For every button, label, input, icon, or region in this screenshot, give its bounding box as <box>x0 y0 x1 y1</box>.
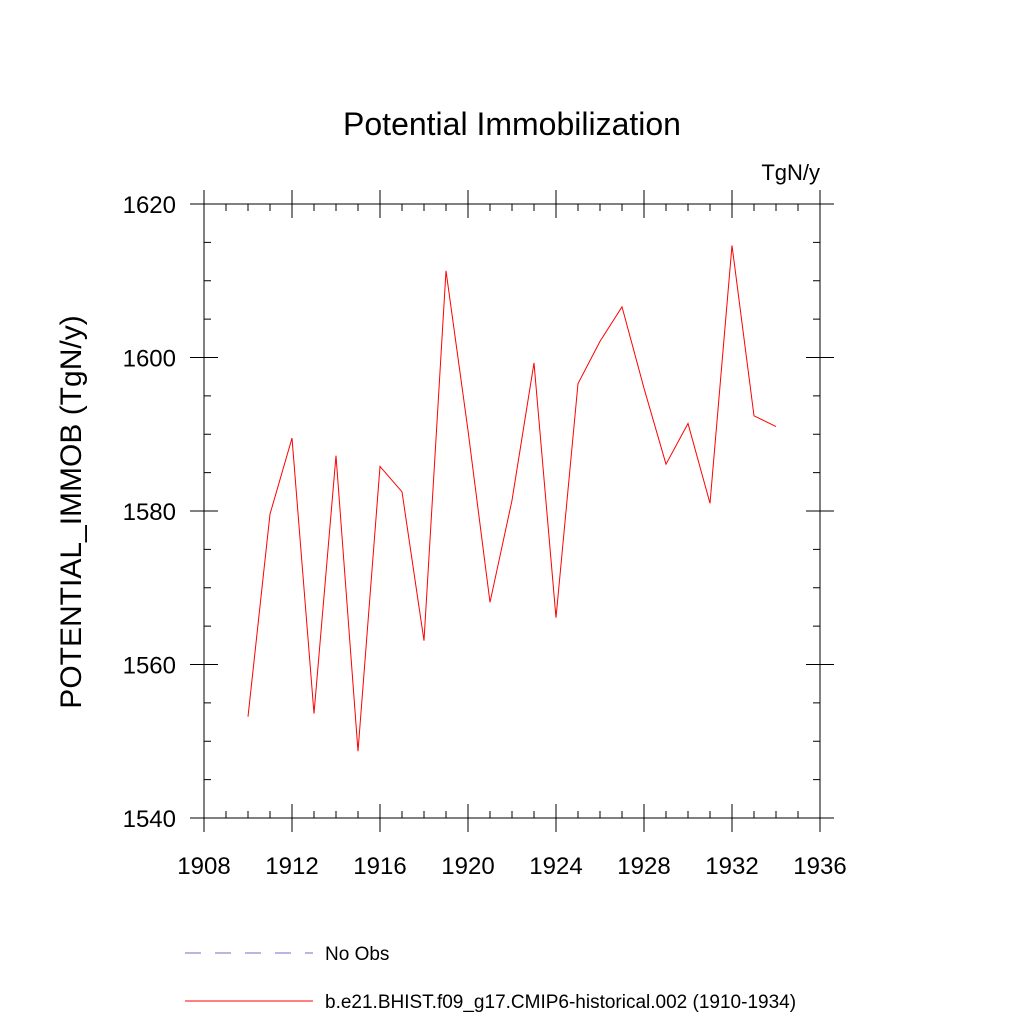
legend-label-0: No Obs <box>325 944 389 965</box>
y-axis-ticks: 1540 1560 1580 1600 1620 <box>123 192 834 833</box>
x-tick-label: 1932 <box>705 853 758 880</box>
legend: No Obs b.e21.BHIST.f09_g17.CMIP6-historic… <box>185 944 796 1013</box>
chart-title: Potential Immobilization <box>343 106 681 142</box>
x-tick-label: 1912 <box>265 853 318 880</box>
y-tick-label: 1580 <box>123 499 176 526</box>
y-axis-label: POTENTIAL_IMMOB (TgN/y) <box>55 315 88 708</box>
x-tick-label: 1920 <box>441 853 494 880</box>
series-line-0 <box>247 245 777 752</box>
series-layer <box>247 245 777 752</box>
x-tick-label: 1908 <box>177 853 230 880</box>
legend-label-1: b.e21.BHIST.f09_g17.CMIP6-historical.002… <box>325 992 796 1013</box>
y-tick-label: 1600 <box>123 346 176 373</box>
y-tick-label: 1560 <box>123 653 176 680</box>
x-axis-ticks: 1908 1912 1916 1920 1924 1928 1932 1936 <box>177 190 847 880</box>
x-tick-label: 1916 <box>353 853 406 880</box>
y-tick-label: 1620 <box>123 192 176 219</box>
y-tick-label: 1540 <box>123 806 176 833</box>
units-label: TgN/y <box>761 160 820 185</box>
x-tick-label: 1928 <box>617 853 670 880</box>
x-tick-label: 1924 <box>529 853 582 880</box>
x-tick-label: 1936 <box>793 853 846 880</box>
